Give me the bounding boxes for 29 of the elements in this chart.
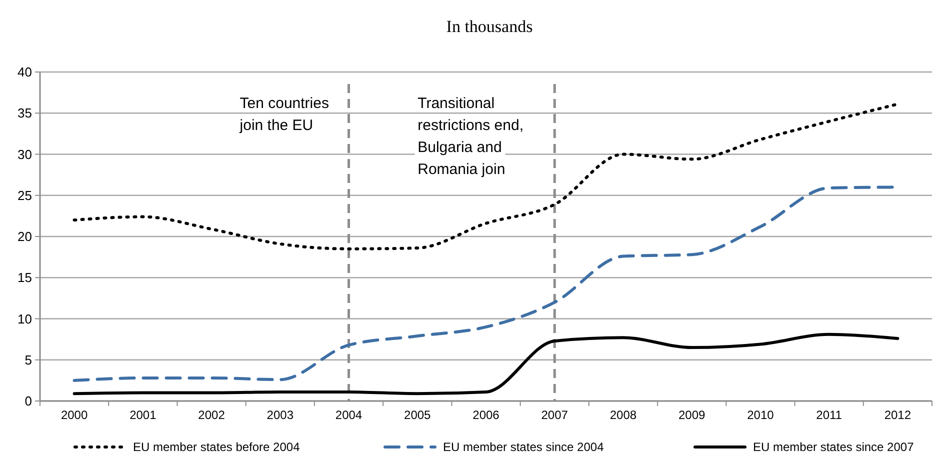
x-tick-label: 2006 (472, 408, 500, 422)
y-tick-label: 20 (18, 229, 32, 244)
x-tick-label: 2009 (678, 408, 706, 422)
ref-line-label: Ten countries join the EU (238, 95, 329, 134)
y-tick-label: 5 (24, 352, 32, 368)
x-tick-label: 2011 (816, 408, 842, 422)
ref-line-label: Transitional restrictions end, Bulgaria and Romania join (418, 95, 524, 178)
legend-label: EU member states before 2004 (133, 440, 300, 454)
y-tick-label: 40 (18, 64, 32, 80)
x-tick-label: 2001 (130, 408, 157, 422)
y-tick-label: 25 (18, 188, 32, 203)
legend-label: EU member states since 2004 (443, 440, 604, 454)
y-tick-label: 15 (18, 270, 32, 286)
x-tick-label: 2002 (198, 408, 226, 422)
x-tick-label: 2008 (610, 408, 637, 422)
y-tick-label: 10 (18, 311, 32, 326)
y-tick-label: 30 (18, 146, 32, 162)
y-tick-label: 0 (24, 394, 32, 409)
x-tick-label: 2010 (747, 408, 774, 422)
x-tick-label: 2012 (884, 408, 912, 422)
x-tick-label: 2003 (266, 408, 294, 422)
line-series (72, 332, 900, 396)
x-tick-label: 2007 (541, 408, 568, 422)
x-tick-label: 2005 (404, 408, 432, 422)
legend-label: EU member states since 2007 (753, 440, 914, 454)
x-tick-label: 2000 (60, 408, 88, 422)
x-tick-label: 2004 (335, 408, 362, 422)
y-tick-label: 35 (18, 106, 32, 121)
chart-title: In thousands (446, 17, 533, 36)
